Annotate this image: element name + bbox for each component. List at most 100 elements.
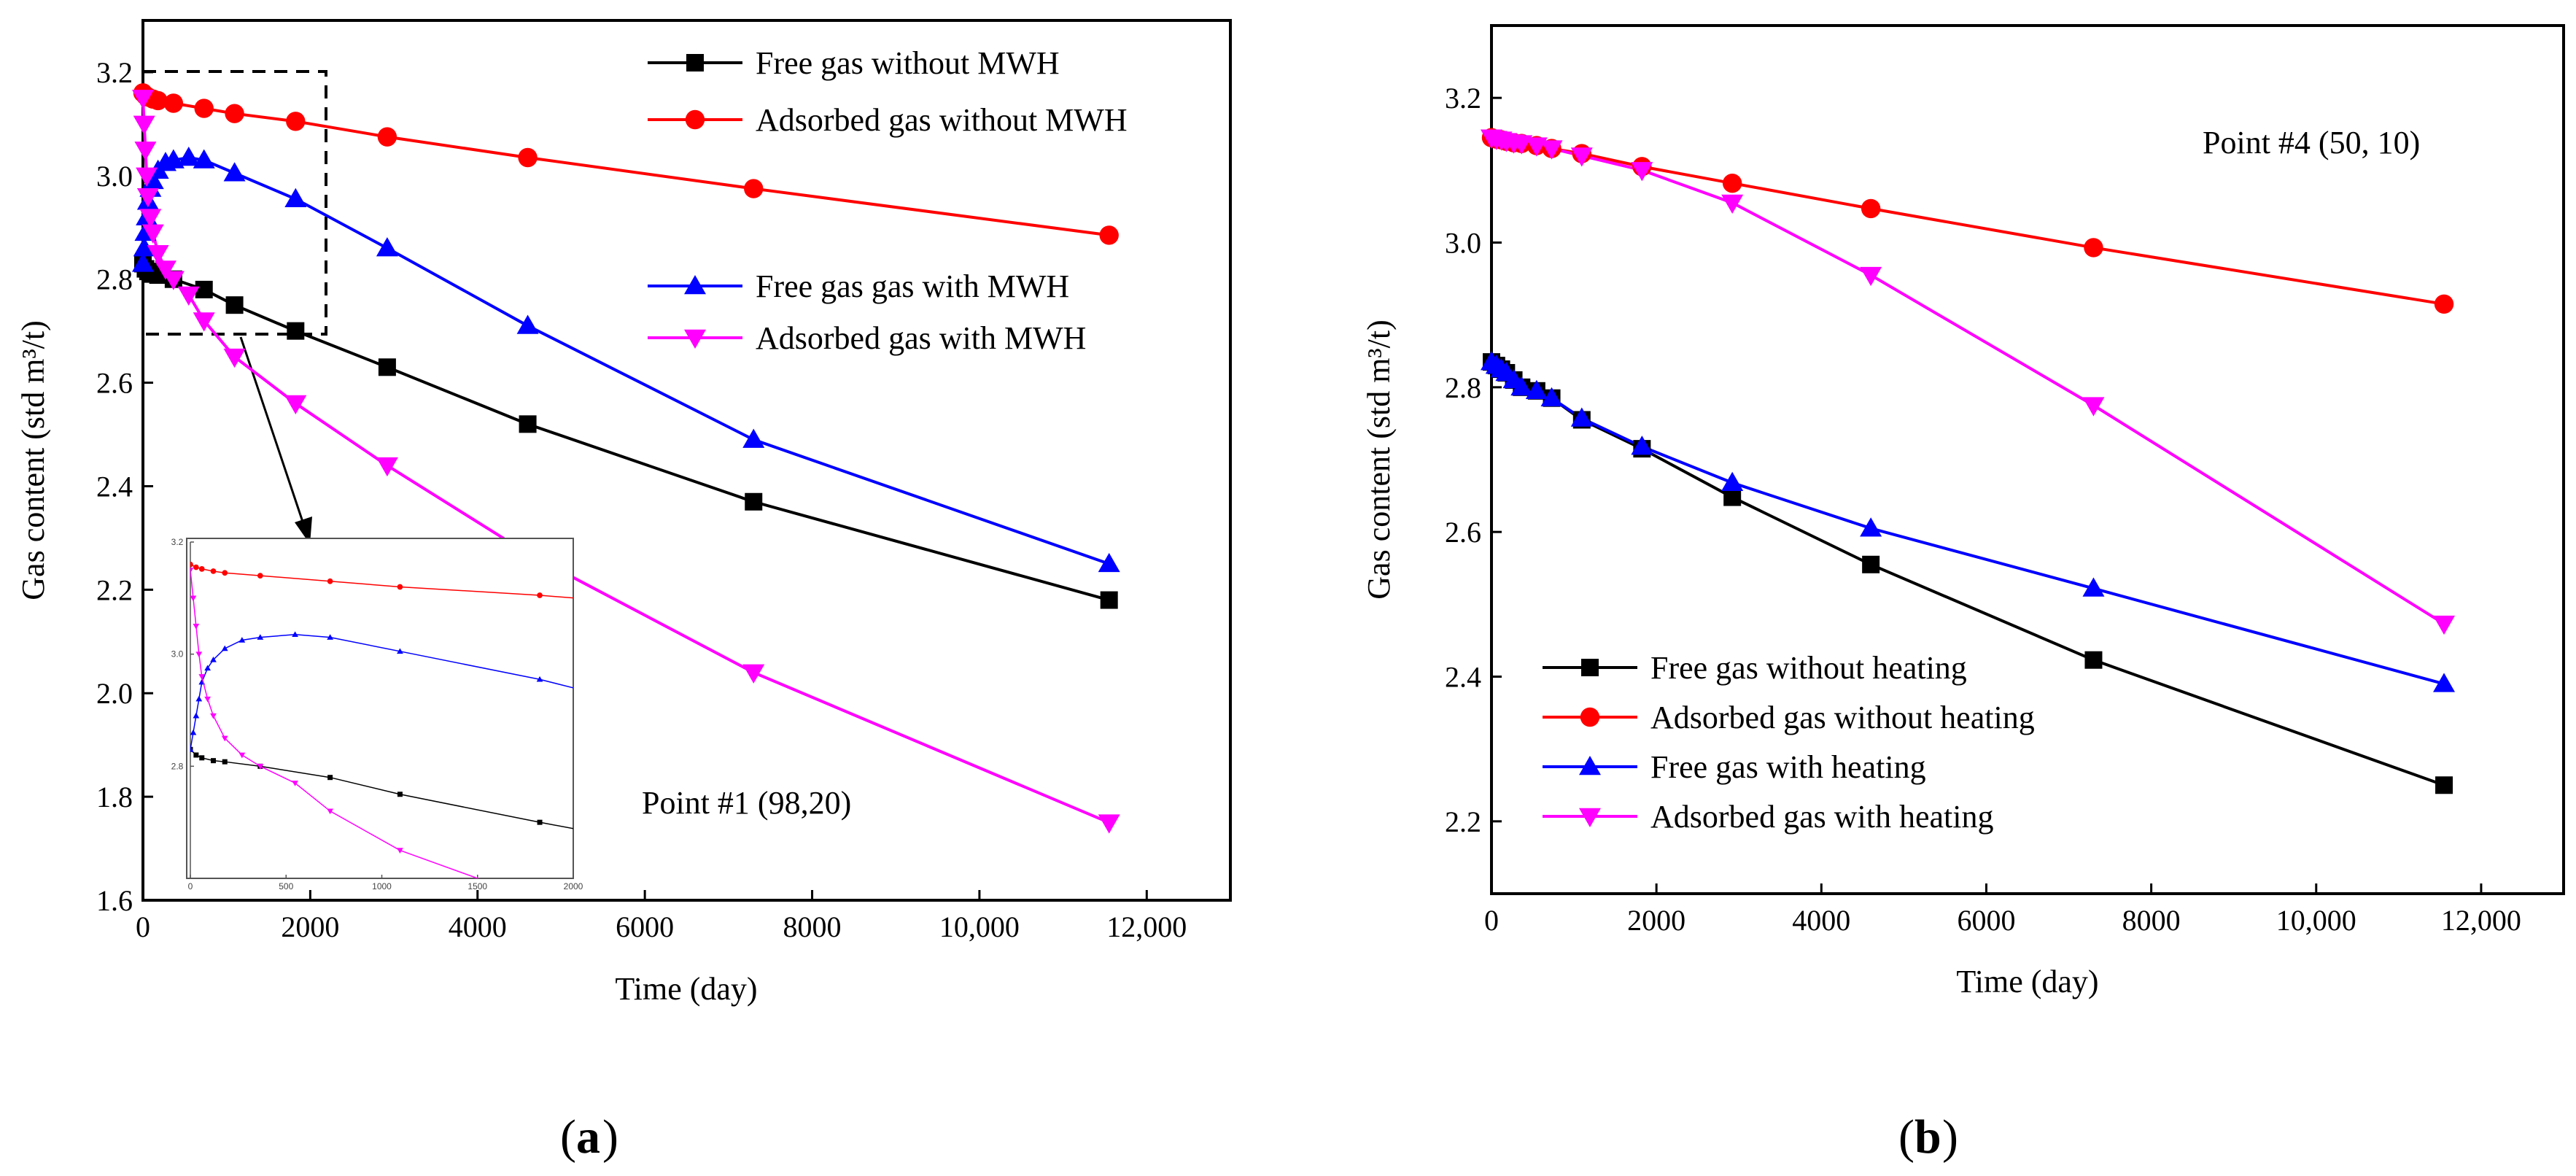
panel-b-legend: Free gas without heating Adsorbed gas wit… [1543, 650, 2035, 835]
data-point-free-gas-gas-with-mwh [742, 428, 765, 448]
inset-point-adsorbed-gas-without-mwh [222, 570, 228, 576]
legend-item-adsorbed-gas-without-mwh: Adsorbed gas without MWH [756, 102, 1128, 138]
data-point-free-gas-with-heating [2433, 673, 2456, 692]
data-point-free-gas-without-mwh [378, 358, 396, 376]
inset-y-tick-label: 2.8 [171, 761, 184, 771]
data-point-free-gas-with-heating [1860, 517, 1882, 537]
data-point-adsorbed-gas-with-mwh [742, 664, 765, 684]
data-point-free-gas-gas-with-mwh [132, 252, 154, 272]
inset-line-free-gas-without-mwh [190, 748, 573, 829]
inset-point-adsorbed-gas-without-mwh [537, 592, 543, 598]
data-point-free-gas-without-mwh [287, 322, 305, 340]
inset-point-free-gas-gas-with-mwh [204, 665, 211, 671]
data-point-adsorbed-gas-with-heating [1721, 194, 1744, 214]
chart-panel-a: 1.6 1.8 2.0 2.2 2.4 2.6 2.8 3.0 3.2 0 2000 4000 600… [15, 19, 1232, 1007]
inset-point-adsorbed-gas-without-mwh [190, 561, 193, 568]
data-point-free-gas-gas-with-mwh [284, 187, 307, 207]
inset-point-adsorbed-gas-with-mwh [204, 696, 211, 703]
data-point-adsorbed-gas-without-heating [2084, 238, 2103, 258]
legend-item-free-gas-with-heating: Free gas with heating [1650, 749, 1926, 785]
inset-point-adsorbed-gas-without-mwh [210, 568, 217, 574]
x-tick-label: 6000 [616, 910, 674, 943]
data-point-free-gas-without-heating [2084, 651, 2103, 669]
panel-label-b: ( b ) [1898, 1110, 1958, 1164]
inset-point-adsorbed-gas-without-mwh [198, 566, 205, 572]
panel-a-plot-frame [141, 19, 1232, 902]
inset-point-free-gas-gas-with-mwh [195, 695, 203, 702]
x-tick-label: 10,000 [939, 910, 1020, 943]
y-tick-label: 2.6 [1445, 516, 1481, 549]
data-point-adsorbed-gas-with-heating [2082, 397, 2105, 417]
inset-point-adsorbed-gas-with-mwh [195, 651, 203, 658]
x-tick-label: 0 [136, 910, 150, 943]
y-tick-label: 2.6 [96, 367, 133, 400]
x-tick-label: 2000 [281, 910, 339, 943]
x-tick-label: 8000 [2122, 904, 2181, 937]
inset-point-free-gas-gas-with-mwh [397, 648, 403, 654]
y-tick-label: 1.6 [96, 884, 133, 917]
x-tick-label: 2000 [1627, 904, 1685, 937]
x-tick-label: 4000 [449, 910, 507, 943]
data-point-adsorbed-gas-with-mwh [284, 395, 307, 414]
legend-marker [1580, 707, 1600, 727]
svg-text:(: ( [560, 1110, 576, 1164]
inset-point-free-gas-gas-with-mwh [292, 631, 298, 638]
inset-point-free-gas-without-mwh [211, 758, 216, 764]
data-point-adsorbed-gas-without-heating [1722, 173, 1742, 193]
panel-b-point-annotation: Point #4 (50, 10) [2203, 125, 2420, 160]
x-tick-label: 0 [1484, 904, 1499, 937]
data-point-adsorbed-gas-with-mwh [132, 90, 154, 109]
panel-a-x-axis-title: Time (day) [615, 971, 757, 1007]
inset-x-tick-label: 0 [188, 881, 193, 891]
legend-item-adsorbed-gas-with-mwh: Adsorbed gas with MWH [756, 320, 1086, 356]
inset-point-adsorbed-gas-with-mwh [257, 764, 264, 770]
data-point-free-gas-gas-with-mwh [1098, 552, 1120, 573]
inset-point-adsorbed-gas-without-mwh [397, 584, 403, 590]
data-point-free-gas-without-heating [2435, 776, 2453, 794]
data-point-adsorbed-gas-with-mwh [162, 271, 185, 290]
data-point-free-gas-with-heating [1540, 387, 1563, 406]
x-tick-label: 4000 [1792, 904, 1850, 937]
chart-panel-b: 2.2 2.4 2.6 2.8 3.0 3.2 0 2000 4000 6000 8000 10,0… [1361, 24, 2565, 999]
panel-a-inset: 0 500 1000 1500 2000 2.8 3.0 3.2 [171, 537, 583, 891]
inset-point-adsorbed-gas-with-mwh [221, 735, 228, 742]
panel-b-y-axis-title: Gas content (std m³/t) [1361, 320, 1397, 599]
panel-a-y-axis-title: Gas content (std m³/t) [15, 320, 51, 600]
legend-marker [1581, 659, 1599, 676]
y-tick-label: 2.8 [1445, 371, 1481, 404]
x-tick-label: 8000 [783, 910, 842, 943]
data-point-adsorbed-gas-with-heating [1510, 135, 1533, 155]
data-point-adsorbed-gas-with-mwh [134, 142, 157, 161]
data-point-adsorbed-gas-with-mwh [133, 115, 155, 135]
data-point-free-gas-without-mwh [1100, 591, 1118, 609]
inset-y-tick-label: 3.2 [171, 537, 184, 547]
legend-marker [1579, 756, 1601, 775]
data-point-adsorbed-gas-without-heating [1861, 198, 1881, 219]
data-point-adsorbed-gas-with-heating [1570, 147, 1593, 167]
panel-b-series [1481, 128, 2456, 794]
panel-label-a-letter: a [576, 1110, 600, 1164]
inset-point-adsorbed-gas-with-mwh [238, 752, 246, 759]
svg-text:): ) [1942, 1110, 1958, 1164]
inset-point-adsorbed-gas-without-mwh [327, 578, 333, 584]
inset-point-free-gas-without-mwh [199, 755, 205, 761]
svg-text:): ) [602, 1110, 618, 1164]
y-tick-label: 1.8 [96, 781, 133, 813]
y-tick-label: 3.0 [96, 160, 133, 193]
data-point-free-gas-without-heating [1723, 488, 1742, 506]
data-point-adsorbed-gas-with-heating [1860, 266, 1882, 287]
inset-series [190, 561, 573, 878]
legend-item-adsorbed-gas-without-heating: Adsorbed gas without heating [1650, 700, 2035, 735]
inset-point-adsorbed-gas-with-mwh [190, 568, 194, 573]
data-point-adsorbed-gas-with-heating [1540, 140, 1563, 160]
x-tick-label: 12,000 [1106, 910, 1187, 943]
data-point-free-gas-with-heating [1570, 407, 1593, 427]
data-point-adsorbed-gas-without-heating [2434, 294, 2454, 314]
inset-point-adsorbed-gas-with-mwh [198, 674, 206, 680]
panel-a-legend: Free gas without MWH Adsorbed gas without… [648, 45, 1128, 356]
data-point-adsorbed-gas-with-mwh [376, 457, 398, 477]
panel-b-y-axis: 2.2 2.4 2.6 2.8 3.0 3.2 [1445, 82, 1502, 838]
data-point-adsorbed-gas-with-mwh [177, 286, 200, 306]
data-point-adsorbed-gas-without-mwh [744, 179, 764, 198]
inset-point-adsorbed-gas-without-mwh [257, 573, 263, 579]
